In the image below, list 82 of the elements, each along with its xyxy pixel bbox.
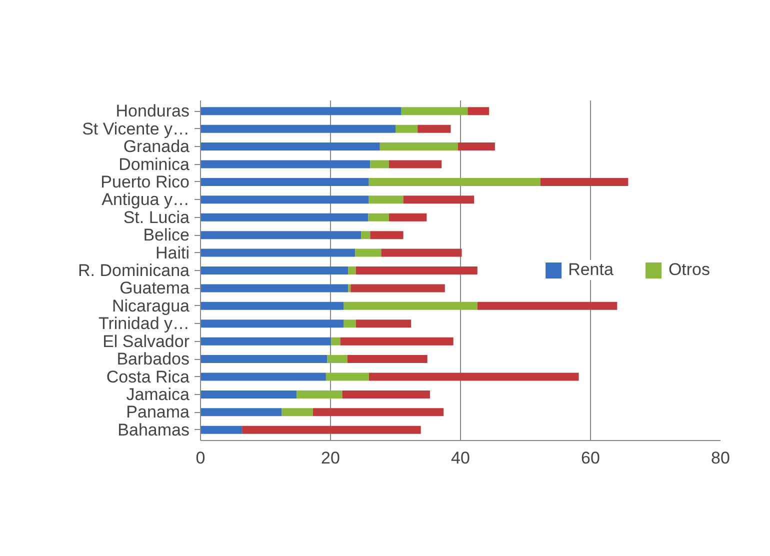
bar	[200, 248, 356, 257]
y-tick-label: St. Lucia	[123, 208, 190, 227]
x-tick-label: 60	[581, 448, 600, 468]
bar	[200, 142, 380, 151]
bar	[350, 284, 445, 292]
bar	[540, 178, 628, 186]
y-tick-label: St Vicente y…	[82, 119, 190, 138]
bar	[200, 302, 344, 310]
y-tick-label: Dominica	[118, 154, 190, 174]
y-tick-label: Jamaica	[126, 384, 190, 404]
bar	[368, 178, 540, 186]
bar	[200, 231, 362, 240]
y-tick-label: Costa Rica	[106, 367, 190, 386]
bar	[200, 124, 396, 133]
bar	[389, 160, 442, 168]
bar	[200, 337, 332, 346]
bar	[348, 284, 351, 292]
bar	[282, 408, 313, 416]
legend-label: Otros	[668, 260, 710, 280]
bar	[340, 337, 454, 346]
bar	[242, 426, 421, 434]
y-tick-label: Panama	[126, 402, 190, 422]
bar	[312, 408, 444, 416]
bar	[344, 320, 356, 328]
bar	[200, 266, 348, 274]
bar	[200, 178, 369, 186]
bar	[200, 160, 370, 168]
bar	[355, 248, 382, 257]
y-tick-label: Nicaragua	[112, 296, 190, 316]
bar	[348, 266, 356, 274]
y-tick-label: Trinidad y…	[98, 314, 190, 334]
x-tick-label: 0	[196, 448, 206, 468]
bar	[344, 302, 478, 310]
bar	[200, 320, 344, 328]
y-tick-label: El Salvador	[102, 332, 190, 351]
bar	[200, 213, 368, 222]
bar	[200, 426, 242, 434]
bar	[356, 320, 412, 328]
y-tick-label: Granada	[123, 137, 190, 156]
y-tick-label: Antigua y…	[102, 190, 190, 210]
bar	[327, 355, 348, 364]
bar	[326, 372, 369, 381]
y-tick-label: Belice	[143, 226, 190, 245]
bar	[368, 213, 389, 222]
y-tick-label: Bahamas	[118, 420, 190, 440]
bar	[200, 390, 297, 398]
y-tick-label: Guatema	[120, 278, 190, 298]
bar	[356, 266, 478, 274]
bar	[403, 196, 474, 204]
y-tick-label: Honduras	[116, 102, 190, 121]
bar	[389, 213, 427, 222]
bar	[296, 390, 342, 398]
bar	[477, 302, 618, 310]
bar	[200, 355, 328, 364]
bar	[418, 124, 451, 133]
bar	[347, 355, 428, 364]
x-tick-label: 40	[451, 448, 470, 468]
bar	[361, 231, 370, 240]
bar	[200, 107, 402, 116]
bar	[468, 107, 490, 116]
bar	[200, 196, 369, 204]
legend-label: Renta	[568, 260, 614, 280]
x-tick-label: 20	[321, 448, 340, 468]
bar	[368, 372, 579, 381]
bar	[370, 160, 389, 168]
bar	[200, 284, 348, 292]
x-tick-label: 80	[711, 448, 730, 468]
bar	[381, 248, 462, 257]
bar	[380, 142, 458, 151]
bar	[368, 196, 404, 204]
y-tick-label: Puerto Rico	[100, 172, 190, 192]
bar	[342, 390, 430, 398]
y-tick-label: Barbados	[116, 350, 190, 369]
bar	[401, 107, 468, 116]
bar	[458, 142, 495, 151]
bar	[370, 231, 404, 240]
bar	[331, 337, 340, 346]
y-tick-label: R. Dominicana	[78, 261, 190, 280]
bar	[200, 372, 326, 381]
y-tick-label: Haiti	[155, 243, 190, 262]
bar	[200, 408, 282, 416]
bar	[396, 124, 418, 133]
